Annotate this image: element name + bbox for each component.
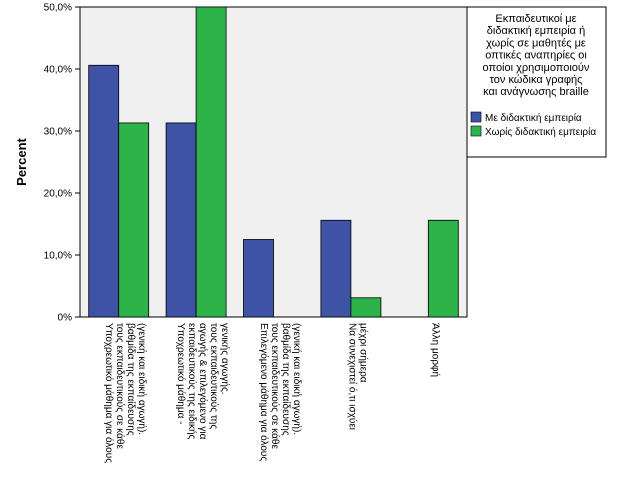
x-category-label-line: Επιλεγόμενο μάθημα για όλους	[258, 323, 270, 461]
x-category-label-line: αγωγής & επιλεγόμενο για	[197, 323, 209, 440]
legend-title-line: Εκπαιδευτικοί με	[495, 13, 576, 25]
bar-with-experience	[320, 219, 352, 318]
bar-without-experience	[350, 297, 382, 318]
legend-title-line: και ανάγνωσης braille	[483, 86, 589, 98]
bar-with-experience	[88, 64, 120, 318]
x-category-label-line: γενικής αγωγής.	[219, 323, 231, 395]
bar-without-experience	[427, 219, 459, 318]
legend-title-line: οποίοι χρησιμοποιούν	[483, 62, 590, 74]
x-category-label-line: (γενική και ειδική αγωγή).	[136, 323, 148, 435]
x-category-label-group: Υποχρεωτικό μάθημα - εκπαιδευτικούς της ε…	[175, 323, 231, 440]
legend-swatch	[470, 125, 482, 137]
x-category-label-line: εκπαιδευτικούς της ειδικής	[186, 323, 198, 440]
x-category-label-line: βαθμίδα της εκπαίδευσης	[125, 323, 137, 436]
x-category-label-line: Να συνεχιστεί ό,τι ισχύει	[346, 323, 358, 430]
bar-with-experience	[165, 122, 197, 318]
legend-series-name: Χωρίς διδακτική εμπειρία	[485, 126, 596, 138]
x-category-label-group: Να συνεχιστεί ό,τι ισχύει μέχρι σήμερα	[346, 323, 369, 430]
x-category-label-line: τους εκπαιδευτικούς σε κάθε	[269, 323, 281, 449]
x-axis-labels: Υποχρεωτικό μάθημα για όλους τους εκπαιδε…	[103, 323, 441, 463]
x-category-label-group: Επιλεγόμενο μάθημα για όλους τους εκπαιδε…	[258, 323, 303, 461]
y-axis-label: Percent	[14, 137, 29, 185]
y-tick-label: 0%	[58, 313, 73, 324]
x-category-label-line: μέχρι σήμερα	[357, 323, 369, 383]
x-category-label-line: Υποχρεωτικό μάθημα -	[175, 323, 187, 425]
legend-title-line: χωρίς σε μαθητές με	[486, 37, 586, 49]
legend-items: Με διδακτική εμπειρία Χωρίς διδακτική εμπ…	[470, 111, 596, 138]
legend-title-line: τον κώδικα γραφής	[490, 74, 583, 86]
y-tick-label: 40,0%	[44, 65, 72, 76]
x-category-label-line: Υποχρεωτικό μάθημα για όλους	[103, 323, 115, 463]
y-axis: 0% 10,0% 20,0% 30,0% 40,0% 50,0%	[44, 3, 80, 324]
y-tick-label: 30,0%	[44, 127, 72, 138]
x-category-label-line: τους εκπαιδευτικούς της	[208, 323, 220, 429]
bars	[88, 6, 459, 318]
bar-without-experience	[195, 6, 227, 318]
legend-box	[466, 6, 607, 158]
bar-with-experience	[243, 239, 274, 318]
x-category-label-line: (γενική και ειδική αγωγή).	[291, 323, 303, 435]
legend-title-line: διδακτική εμπειρία ή	[487, 25, 585, 37]
x-category-label-line: βαθμίδα της εκπαίδευσης	[280, 323, 292, 436]
x-category-label-group: Άλλη μορφή	[429, 323, 441, 377]
x-category-label-group: Υποχρεωτικό μάθημα για όλους τους εκπαιδε…	[103, 323, 148, 463]
y-tick-label: 10,0%	[44, 251, 72, 262]
x-category-label-line: Άλλη μορφή	[429, 323, 441, 377]
y-tick-label: 20,0%	[44, 189, 72, 200]
x-category-label-line: τους εκπαιδευτικούς σε κάθε	[114, 323, 126, 449]
bar-without-experience	[118, 122, 150, 318]
legend-swatch	[470, 111, 482, 123]
legend-title-line: οπτικές αναπηρίες οι	[485, 50, 587, 62]
y-tick-label: 50,0%	[44, 3, 72, 14]
legend-series-name: Με διδακτική εμπειρία	[485, 112, 582, 124]
